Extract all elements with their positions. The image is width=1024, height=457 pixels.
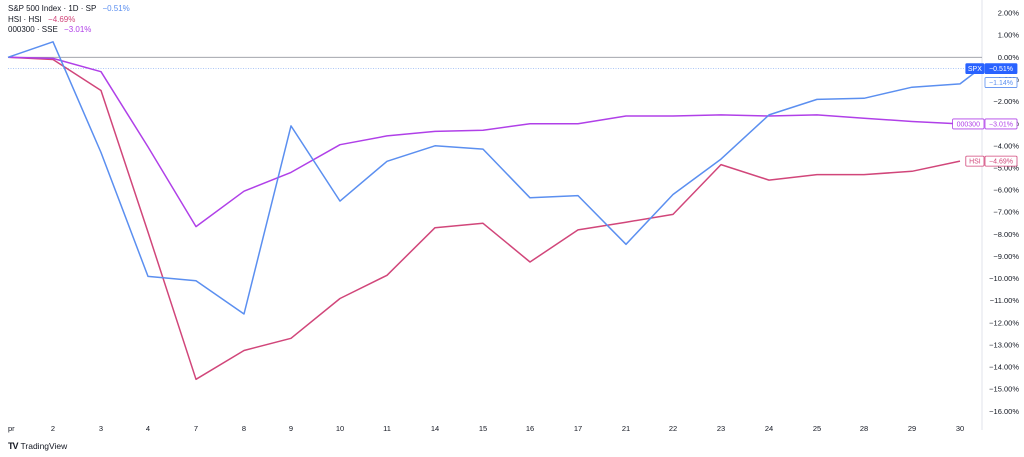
legend-item-hsi[interactable]: HSI · HSI −4.69%	[8, 15, 130, 26]
tag-hsi: HSI −4.69%	[965, 155, 1018, 167]
tradingview-brand[interactable]: TV TradingView	[8, 441, 67, 451]
x-tick-label: 15	[479, 424, 487, 433]
y-tick-label: −11.00%	[990, 296, 1020, 305]
y-tick-label: −12.00%	[989, 318, 1019, 327]
tag-spx-value-box	[984, 63, 1018, 75]
tag-secondary-value: −1.14%	[989, 80, 1013, 87]
y-tick-label: 1.00%	[998, 31, 1020, 40]
x-tick-label: 10	[336, 424, 344, 433]
y-tick-label: −2.00%	[993, 97, 1019, 106]
x-tick-label: 3	[99, 424, 103, 433]
tradingview-logo-icon: TV	[8, 441, 18, 451]
legend-csi300-name: 000300 · SSE	[8, 25, 58, 34]
tag-spx-label-box	[965, 63, 985, 75]
x-tick-label: 29	[908, 424, 916, 433]
y-tick-label: −6.00%	[993, 186, 1019, 195]
tag-hsi-value: −4.69%	[989, 159, 1013, 166]
y-tick-label: 0.00%	[998, 53, 1020, 62]
y-tick-label: 2.00%	[998, 9, 1020, 18]
tag-hsi-label-box	[965, 155, 985, 167]
y-tick-label: −4.00%	[993, 141, 1019, 150]
tag-hsi-value-box	[984, 155, 1018, 167]
series-spx-line	[7, 41, 981, 315]
tag-csi300: 000300 −3.01%	[952, 118, 1018, 130]
tag-hsi-label: HSI	[969, 159, 981, 166]
tradingview-name: TradingView	[20, 441, 68, 451]
y-tick-label: −9.00%	[993, 252, 1019, 261]
x-tick-label: 14	[431, 424, 439, 433]
y-tick-label: −10.00%	[989, 274, 1019, 283]
series-csi300-line	[7, 56, 961, 228]
x-tick-label: 24	[765, 424, 773, 433]
legend-item-csi300[interactable]: 000300 · SSE −3.01%	[8, 25, 130, 36]
x-tick-label: 22	[669, 424, 677, 433]
legend-csi300-change: −3.01%	[64, 25, 92, 34]
x-tick-label: 9	[289, 424, 293, 433]
x-tick-label: pr	[8, 424, 15, 433]
price-tags: SPX −0.51% −1.14% 000300 −3.01% HSI −4.69%	[952, 63, 1018, 167]
x-tick-label: 25	[813, 424, 821, 433]
legend-spx-change: −0.51%	[102, 4, 130, 13]
x-tick-label: 8	[242, 424, 246, 433]
x-tick-label: 28	[860, 424, 868, 433]
y-tick-label: −15.00%	[989, 385, 1019, 394]
y-tick-label: −14.00%	[989, 363, 1019, 372]
legend-hsi-name: HSI · HSI	[8, 14, 42, 24]
tag-csi300-label-box	[952, 118, 985, 130]
x-tick-label: 17	[574, 424, 582, 433]
y-tick-label: −16.00%	[989, 407, 1019, 416]
legend-hsi-change: −4.69%	[48, 14, 76, 24]
series-hsi-line	[7, 56, 961, 381]
tag-csi300-value: −3.01%	[989, 121, 1013, 128]
chart-series-layer	[7, 41, 981, 381]
x-tick-label: 23	[717, 424, 725, 433]
x-axis: pr 2 3 4 7 8 9 10 11 14 15 16 17 21 22 23 24 25 28 29 30	[8, 424, 964, 433]
y-tick-label: −8.00%	[993, 230, 1019, 239]
x-tick-label: 11	[383, 424, 391, 433]
x-tick-label: 21	[622, 424, 630, 433]
x-tick-label: 2	[51, 424, 55, 433]
legend-spx-name: S&P 500 Index · 1D · SP	[8, 4, 97, 13]
chart-gridlines	[8, 0, 983, 430]
x-tick-label: 16	[526, 424, 534, 433]
tag-csi300-label: 000300	[957, 121, 980, 128]
y-tick-label: −13.00%	[989, 340, 1019, 349]
y-tick-label: −5.00%	[993, 163, 1019, 172]
tag-spx-value: −0.51%	[989, 66, 1013, 73]
tag-secondary-value-box	[984, 77, 1018, 88]
tag-spx-label: SPX	[968, 66, 982, 73]
tag-spx: SPX −0.51%	[965, 63, 1018, 75]
x-tick-label: 7	[194, 424, 198, 433]
legend: S&P 500 Index · 1D · SP −0.51% HSI · HSI…	[8, 4, 130, 36]
x-tick-label: 4	[146, 424, 150, 433]
y-tick-label: −7.00%	[993, 208, 1019, 217]
tag-secondary: −1.14%	[984, 77, 1018, 88]
legend-item-spx[interactable]: S&P 500 Index · 1D · SP −0.51%	[8, 4, 130, 15]
tag-csi300-value-box	[984, 118, 1018, 130]
x-tick-label: 30	[956, 424, 964, 433]
